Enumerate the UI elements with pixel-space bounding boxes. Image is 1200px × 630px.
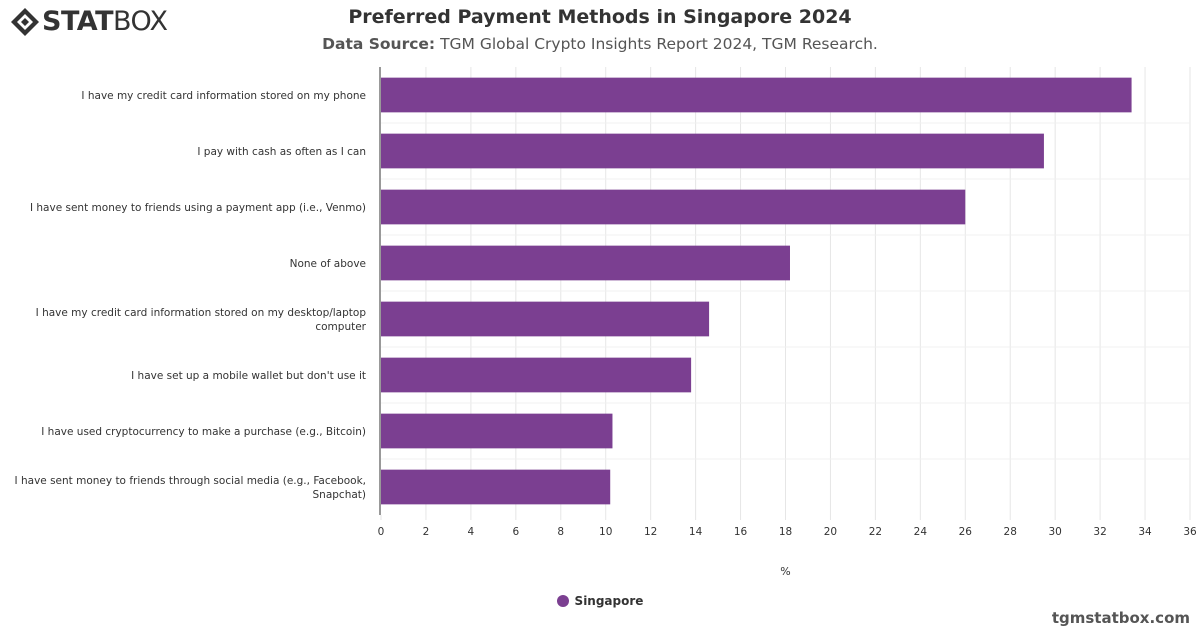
x-tick-label: 4 (468, 526, 475, 538)
x-tick-label: 2 (423, 526, 430, 538)
bar-6 (381, 357, 692, 393)
category-label: I have sent money to friends using a pay… (30, 202, 366, 214)
x-tick-label: 12 (644, 526, 657, 538)
chart-subtitle: Data Source: TGM Global Crypto Insights … (0, 35, 1200, 53)
logo-text-bold: STAT (42, 6, 113, 37)
x-tick-label: 36 (1183, 526, 1197, 538)
site-credit: tgmstatbox.com (1051, 609, 1190, 627)
category-label: I have my credit card information stored… (81, 90, 366, 102)
category-label: I have my credit card information stored… (36, 307, 367, 319)
source-text: TGM Global Crypto Insights Report 2024, … (440, 35, 878, 53)
x-tick-label: 34 (1138, 526, 1152, 538)
bar-8 (381, 469, 611, 505)
x-tick-label: 6 (512, 526, 519, 538)
x-tick-label: 24 (914, 526, 928, 538)
x-tick-label: 26 (959, 526, 973, 538)
bar-4 (381, 245, 790, 281)
legend[interactable]: Singapore (0, 594, 1200, 608)
statbox-logo: STATBOX (10, 6, 168, 38)
bar-3 (381, 189, 966, 225)
category-label: None of above (290, 258, 366, 270)
category-label: I have sent money to friends through soc… (15, 475, 366, 487)
x-axis-title: % (780, 565, 790, 578)
bar-5 (381, 301, 710, 337)
category-label: I pay with cash as often as I can (197, 146, 366, 158)
x-tick-label: 20 (824, 526, 837, 538)
x-tick-label: 30 (1048, 526, 1061, 538)
legend-marker (556, 595, 569, 607)
x-tick-label: 0 (378, 526, 385, 538)
logo-text: STATBOX (42, 6, 168, 38)
x-tick-label: 10 (599, 526, 612, 538)
x-tick-label: 28 (1004, 526, 1017, 538)
bar-1 (381, 77, 1132, 113)
legend-label: Singapore (574, 594, 644, 608)
category-label: computer (315, 321, 366, 333)
x-tick-label: 22 (869, 526, 882, 538)
bar-7 (381, 413, 613, 449)
source-label: Data Source: (322, 35, 436, 53)
logo-text-light: BOX (112, 6, 168, 37)
x-tick-label: 16 (734, 526, 748, 538)
x-tick-label: 8 (557, 526, 564, 538)
chart-title: Preferred Payment Methods in Singapore 2… (348, 6, 852, 28)
x-tick-label: 32 (1093, 526, 1106, 538)
category-label: I have set up a mobile wallet but don't … (131, 370, 366, 382)
x-tick-label: 18 (779, 526, 792, 538)
category-label: I have used cryptocurrency to make a pur… (41, 426, 366, 438)
bar-2 (381, 133, 1044, 169)
category-label: Snapchat) (313, 489, 367, 501)
statbox-diamond-icon (11, 8, 39, 36)
x-tick-label: 14 (689, 526, 703, 538)
